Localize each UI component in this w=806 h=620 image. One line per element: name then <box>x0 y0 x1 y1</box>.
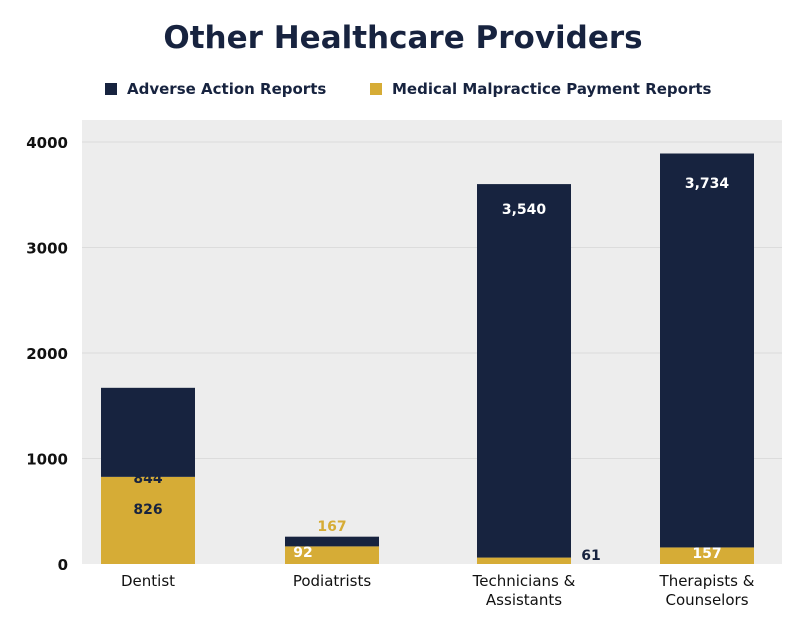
legend-item-malpractice: Medical Malpractice Payment Reports <box>370 80 711 98</box>
chart-title: Other Healthcare Providers <box>163 20 643 56</box>
data-label-malpractice: 826 <box>133 502 162 518</box>
legend-item-adverse: Adverse Action Reports <box>105 80 326 98</box>
y-tick-label: 1000 <box>26 451 68 469</box>
bar-adverse <box>660 153 754 548</box>
y-tick-label: 2000 <box>26 345 68 363</box>
x-tick-label: Counselors <box>665 591 748 609</box>
legend-label-malpractice: Medical Malpractice Payment Reports <box>392 80 712 98</box>
data-label-adverse: 92 <box>293 545 312 561</box>
chart-legend: Adverse Action Reports Medical Malpracti… <box>0 80 806 102</box>
y-tick-label: 3000 <box>26 240 68 258</box>
bar-malpractice <box>660 547 754 564</box>
x-tick-label: Technicians & <box>472 572 576 590</box>
data-label-malpractice: 167 <box>317 519 346 535</box>
bar-adverse <box>285 536 379 547</box>
x-tick-label: Assistants <box>486 591 562 609</box>
x-tick-label: Therapists & <box>659 572 755 590</box>
legend-swatch-adverse <box>105 83 117 95</box>
bar-adverse <box>477 184 571 558</box>
data-label-malpractice: 157 <box>692 546 721 562</box>
x-tick-label: Dentist <box>121 572 175 590</box>
bar-malpractice <box>477 557 571 564</box>
y-tick-label: 4000 <box>26 134 68 152</box>
data-label-adverse: 3,540 <box>502 202 547 218</box>
data-label-malpractice: 61 <box>581 548 600 564</box>
bar-adverse <box>101 387 195 477</box>
legend-swatch-malpractice <box>370 83 382 95</box>
data-label-adverse: 844 <box>133 471 162 487</box>
data-label-adverse: 3,734 <box>685 176 730 192</box>
x-tick-label: Podiatrists <box>293 572 371 590</box>
y-tick-label: 0 <box>58 556 68 574</box>
legend-label-adverse: Adverse Action Reports <box>127 80 327 98</box>
bar-malpractice <box>101 476 195 564</box>
bar-malpractice <box>285 546 379 564</box>
